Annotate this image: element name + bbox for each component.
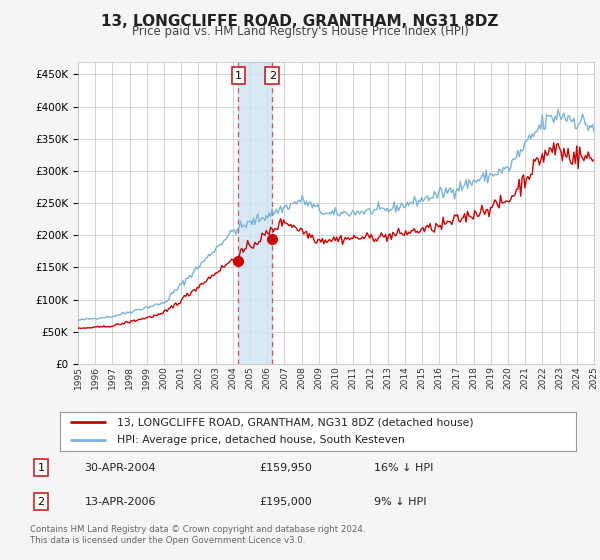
Text: HPI: Average price, detached house, South Kesteven: HPI: Average price, detached house, Sout… [117, 435, 404, 445]
Text: 13, LONGCLIFFE ROAD, GRANTHAM, NG31 8DZ: 13, LONGCLIFFE ROAD, GRANTHAM, NG31 8DZ [101, 14, 499, 29]
Text: Contains HM Land Registry data © Crown copyright and database right 2024.
This d: Contains HM Land Registry data © Crown c… [30, 525, 365, 545]
Text: £195,000: £195,000 [259, 497, 312, 507]
Text: 16% ↓ HPI: 16% ↓ HPI [374, 463, 433, 473]
Text: 2014: 2014 [400, 366, 409, 389]
Text: 30-APR-2004: 30-APR-2004 [85, 463, 156, 473]
Text: 1999: 1999 [142, 366, 151, 389]
Text: 1995: 1995 [74, 366, 83, 389]
Text: 13-APR-2006: 13-APR-2006 [85, 497, 156, 507]
Text: 2005: 2005 [245, 366, 254, 389]
Text: 2016: 2016 [434, 366, 443, 389]
Text: 2: 2 [37, 497, 44, 507]
Text: 2001: 2001 [176, 366, 185, 389]
Text: 2: 2 [269, 71, 276, 81]
Text: 2022: 2022 [538, 366, 547, 389]
Text: 2009: 2009 [314, 366, 323, 389]
Text: 2000: 2000 [160, 366, 169, 389]
Text: 2008: 2008 [297, 366, 306, 389]
Text: 2024: 2024 [572, 366, 581, 389]
Text: 1998: 1998 [125, 366, 134, 389]
Text: 2004: 2004 [228, 366, 237, 389]
Text: 2020: 2020 [503, 366, 512, 389]
Text: 1996: 1996 [91, 366, 100, 389]
Text: 2025: 2025 [589, 366, 599, 389]
Text: 2018: 2018 [469, 366, 478, 389]
Bar [238, 62, 272, 364]
Text: 2007: 2007 [280, 366, 289, 389]
Text: 2003: 2003 [211, 366, 220, 389]
Text: 1997: 1997 [108, 366, 117, 389]
Text: 2015: 2015 [418, 366, 427, 389]
Text: 2013: 2013 [383, 366, 392, 389]
Text: 13, LONGCLIFFE ROAD, GRANTHAM, NG31 8DZ (detached house): 13, LONGCLIFFE ROAD, GRANTHAM, NG31 8DZ … [117, 417, 473, 427]
Text: 2019: 2019 [486, 366, 495, 389]
Text: 9% ↓ HPI: 9% ↓ HPI [374, 497, 427, 507]
Text: 2017: 2017 [452, 366, 461, 389]
Text: Price paid vs. HM Land Registry's House Price Index (HPI): Price paid vs. HM Land Registry's House … [131, 25, 469, 38]
Text: 1: 1 [235, 71, 242, 81]
Text: 1: 1 [37, 463, 44, 473]
Text: 2006: 2006 [263, 366, 272, 389]
Text: 2002: 2002 [194, 366, 203, 389]
Text: £159,950: £159,950 [259, 463, 312, 473]
Text: 2010: 2010 [331, 366, 341, 389]
Text: 2011: 2011 [349, 366, 358, 389]
Text: 2023: 2023 [555, 366, 564, 389]
Text: 2021: 2021 [521, 366, 530, 389]
Text: 2012: 2012 [366, 366, 375, 389]
